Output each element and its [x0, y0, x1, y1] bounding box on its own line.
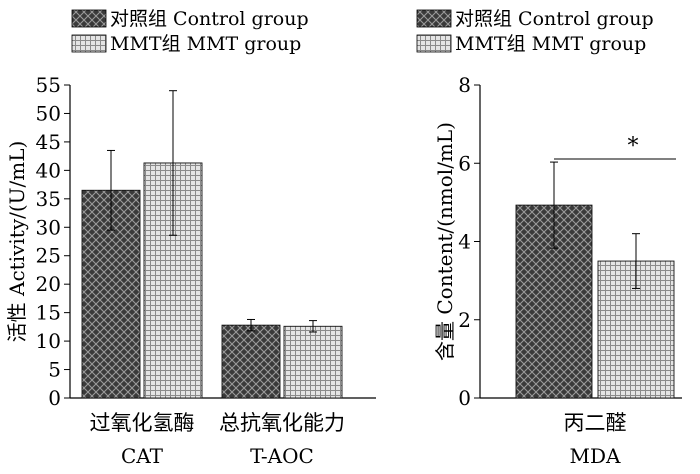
y-tick-label: 0: [48, 386, 61, 410]
y-tick-label: 45: [36, 130, 61, 154]
y-tick-label: 5: [48, 358, 61, 382]
x-category-label: 过氧化氢酶: [90, 411, 195, 435]
x-category-sublabel: CAT: [121, 444, 164, 468]
legend-label: MMT组 MMT group: [455, 33, 646, 55]
legend-swatch: [71, 9, 107, 28]
y-tick-label: 0: [458, 386, 471, 410]
y-tick-label: 25: [36, 244, 61, 268]
legend-swatch: [416, 9, 452, 28]
x-category-sublabel: MDA: [570, 444, 622, 468]
y-tick-label: 6: [458, 151, 471, 175]
legend-label: MMT组 MMT group: [110, 33, 301, 55]
y-tick-label: 35: [36, 187, 61, 211]
chart-panel-1: 对照组 Control group MMT组 MMT group 0 5 10 15 20 2…: [5, 8, 376, 468]
bar: [221, 324, 281, 399]
y-tick-label: 55: [36, 73, 61, 97]
x-category-label: 丙二醛: [564, 411, 627, 435]
legend-label: 对照组 Control group: [110, 8, 309, 30]
y-tick-label: 40: [36, 158, 61, 182]
bar: [283, 325, 343, 399]
y-tick-label: 4: [458, 230, 471, 254]
x-category-label: 总抗氧化能力: [219, 411, 345, 435]
chart-panel-2: 对照组 Control group MMT组 MMT group 0 2 4 6 8 含量 C…: [416, 8, 682, 468]
y-tick-label: 30: [36, 215, 61, 239]
y-tick-label: 10: [36, 329, 61, 353]
y-tick-label: 20: [36, 272, 61, 296]
y-tick-label: 2: [458, 308, 471, 332]
y-tick-label: 15: [36, 301, 61, 325]
x-category-sublabel: T-AOC: [250, 444, 314, 468]
legend-swatch: [416, 34, 452, 53]
significance-marker: *: [628, 134, 639, 159]
y-tick-label: 8: [458, 73, 471, 97]
y-axis-label: 含量 Content/(nmol/mL): [433, 122, 457, 361]
y-tick-label: 50: [36, 101, 61, 125]
legend-swatch: [71, 34, 107, 53]
legend-label: 对照组 Control group: [455, 8, 654, 30]
y-axis-label: 活性 Activity/(U/mL): [5, 141, 29, 343]
